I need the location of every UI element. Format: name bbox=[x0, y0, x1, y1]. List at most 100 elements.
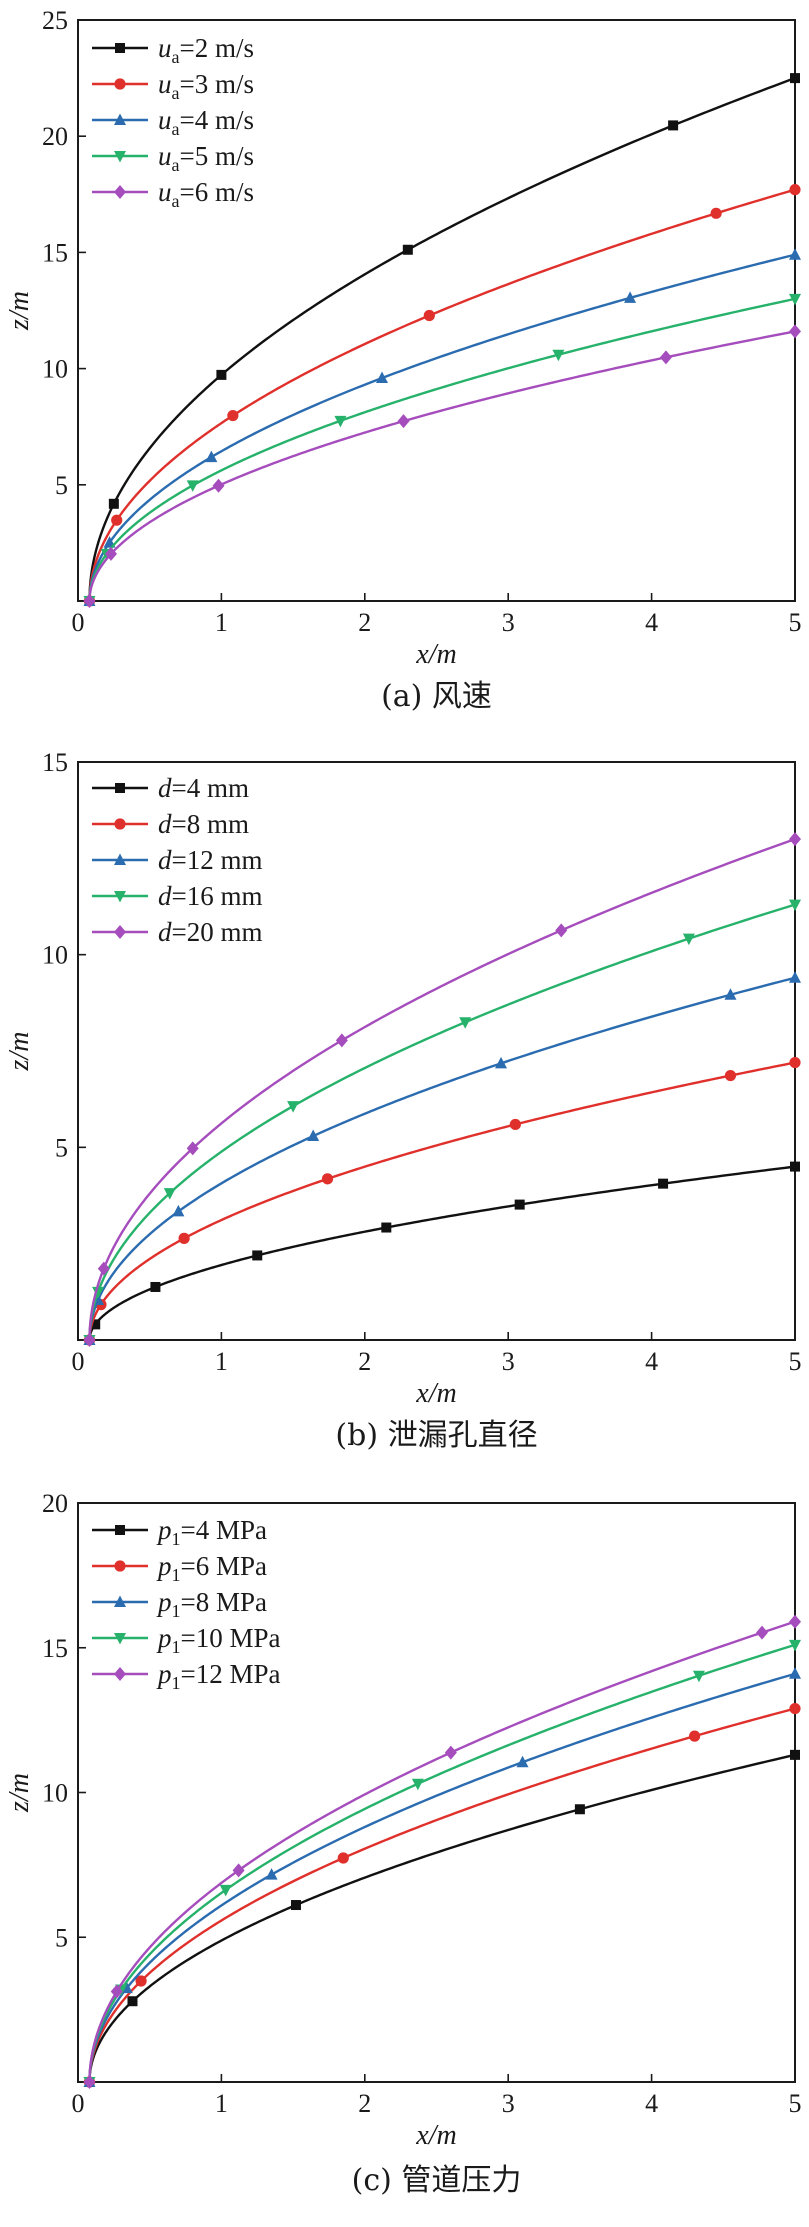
x-tick-label: 1 bbox=[215, 2089, 228, 2118]
data-point bbox=[789, 1056, 801, 1069]
data-point bbox=[789, 899, 801, 912]
chart-panel-3: 0 1 2 3 4 5 5 10 15 20 x/m z/m (c) 管道压力 p1=4 MPap1=6 … bbox=[4, 1489, 802, 2198]
x-tick-label: 0 bbox=[72, 1347, 85, 1376]
data-point bbox=[658, 1178, 669, 1189]
plot-frame bbox=[77, 761, 796, 1341]
data-point bbox=[83, 594, 96, 608]
data-point bbox=[790, 73, 800, 84]
y-axis-label: z/m bbox=[4, 291, 35, 331]
x-tick-label: 4 bbox=[645, 608, 658, 637]
data-point bbox=[92, 1286, 105, 1299]
legend-marker bbox=[114, 151, 126, 163]
data-point bbox=[790, 1161, 800, 1172]
data-point bbox=[135, 1975, 147, 1987]
data-point bbox=[689, 1730, 701, 1742]
data-point bbox=[265, 1868, 278, 1880]
legend-label: ua=6 m/s bbox=[158, 177, 254, 211]
data-point bbox=[227, 409, 239, 422]
data-point bbox=[290, 1900, 301, 1911]
data-point bbox=[108, 498, 119, 509]
y-tick-label: 10 bbox=[42, 1779, 68, 1808]
data-point bbox=[376, 371, 389, 384]
legend-marker bbox=[114, 1633, 126, 1645]
data-point bbox=[321, 1173, 334, 1185]
legend-label: p1=6 MPa bbox=[156, 1551, 267, 1585]
series-line-4 bbox=[88, 903, 796, 1341]
data-point bbox=[692, 1670, 705, 1683]
data-point bbox=[97, 1261, 110, 1276]
series-line-1 bbox=[88, 76, 796, 602]
x-tick-label: 5 bbox=[789, 608, 802, 637]
legend-label: p1=12 MPa bbox=[156, 1659, 281, 1693]
legend-label: p1=10 MPa bbox=[156, 1623, 281, 1657]
data-point bbox=[668, 120, 679, 131]
data-point bbox=[789, 832, 801, 847]
x-axis-label: x/m bbox=[415, 639, 456, 670]
x-tick-label: 0 bbox=[72, 2089, 85, 2118]
x-tick-label: 5 bbox=[789, 2089, 802, 2118]
data-point bbox=[83, 2075, 96, 2089]
data-point bbox=[756, 1625, 769, 1640]
series-line-1 bbox=[88, 1165, 796, 1341]
y-axis-label: z/m bbox=[4, 1773, 35, 1813]
legend-label: d=16 mm bbox=[158, 881, 262, 911]
series-line-2 bbox=[88, 188, 796, 602]
series-line-3 bbox=[88, 976, 796, 1341]
panel-caption: (c) 管道压力 bbox=[352, 2163, 522, 2198]
panel-caption: (b) 泄漏孔直径 bbox=[335, 1418, 537, 1453]
data-point bbox=[104, 546, 117, 561]
series-line-1 bbox=[88, 1753, 796, 2083]
data-point bbox=[789, 293, 801, 306]
data-point bbox=[682, 933, 695, 946]
data-point bbox=[83, 1333, 96, 1347]
data-point bbox=[789, 1614, 801, 1629]
y-tick-label: 15 bbox=[42, 238, 68, 267]
data-point bbox=[516, 1755, 529, 1768]
chart-panel-2: 0 1 2 3 4 5 5 10 15 x/m z/m (b) 泄漏孔直径 d=4 mm d=8 mm d=… bbox=[4, 748, 802, 1453]
legend-label: ua=2 m/s bbox=[158, 33, 254, 67]
data-point bbox=[337, 1852, 349, 1864]
data-point bbox=[219, 1884, 232, 1897]
data-point bbox=[335, 1033, 348, 1048]
series-line-2 bbox=[88, 1061, 796, 1341]
plot-frame bbox=[77, 19, 796, 602]
data-point bbox=[172, 1204, 185, 1217]
data-point bbox=[212, 478, 225, 493]
legend-label: p1=8 MPa bbox=[156, 1587, 267, 1621]
x-axis-label: x/m bbox=[415, 2120, 456, 2151]
data-point bbox=[127, 1996, 138, 2007]
legend-marker bbox=[115, 1525, 125, 1535]
data-point bbox=[252, 1250, 263, 1261]
x-tick-label: 2 bbox=[358, 1347, 371, 1376]
legend-marker bbox=[114, 1667, 126, 1681]
data-point bbox=[710, 207, 722, 219]
series-line-3 bbox=[88, 253, 796, 602]
x-axis-label: x/m bbox=[415, 1378, 456, 1409]
panel-caption: (a) 风速 bbox=[381, 679, 492, 714]
x-tick-label: 1 bbox=[215, 608, 228, 637]
legend-label: p1=4 MPa bbox=[156, 1515, 267, 1549]
x-tick-label: 2 bbox=[358, 2089, 371, 2118]
y-tick-label: 10 bbox=[42, 355, 68, 384]
series-line-4 bbox=[88, 297, 796, 602]
legend-marker bbox=[114, 925, 126, 939]
data-point bbox=[287, 1101, 300, 1113]
legend-marker bbox=[114, 113, 126, 125]
data-point bbox=[111, 514, 123, 526]
x-tick-label: 0 bbox=[72, 608, 85, 637]
data-point bbox=[790, 1749, 800, 1760]
data-point bbox=[789, 1667, 801, 1679]
legend-marker bbox=[115, 43, 125, 53]
legend-label: d=8 mm bbox=[158, 809, 249, 839]
data-point bbox=[178, 1232, 190, 1244]
legend-label: d=12 mm bbox=[158, 845, 262, 875]
data-point bbox=[789, 1639, 801, 1652]
y-tick-label: 5 bbox=[55, 1923, 68, 1952]
legend-marker bbox=[114, 818, 126, 830]
data-point bbox=[397, 414, 410, 429]
x-tick-label: 1 bbox=[215, 1347, 228, 1376]
data-point bbox=[789, 248, 801, 260]
data-point bbox=[110, 1984, 123, 1999]
